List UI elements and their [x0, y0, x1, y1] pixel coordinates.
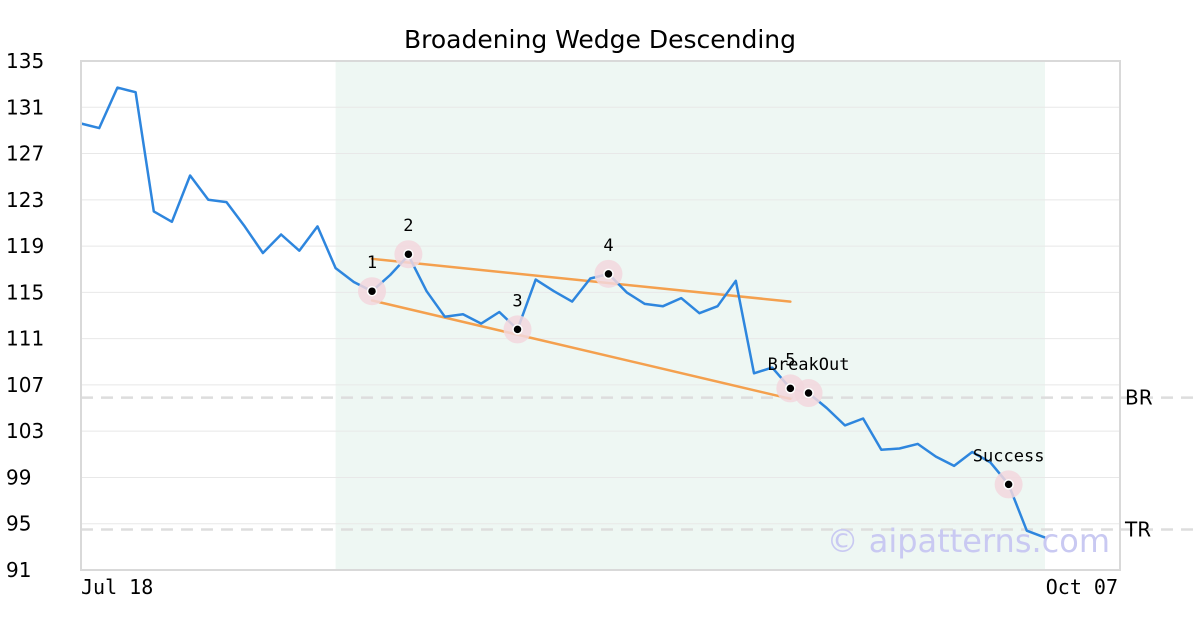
trendline-upper — [370, 257, 792, 303]
pattern-point-label: 4 — [603, 236, 613, 256]
pattern-point-label: Success — [973, 446, 1045, 466]
y-axis: 91 95 99 103 107 111 115 119 123 127 131 135 — [6, 49, 44, 582]
pattern-point — [1003, 479, 1014, 490]
price-line — [80, 86, 1046, 539]
reference-lines: BR TR — [81, 386, 1200, 542]
y-tick-label: 131 — [6, 95, 44, 119]
pattern-point-label: 1 — [367, 253, 377, 273]
y-tick-label: 119 — [6, 234, 44, 258]
pattern-point — [785, 383, 796, 394]
plot-frame — [80, 60, 1121, 571]
chart-title: Broadening Wedge Descending — [404, 25, 796, 54]
reference-label: TR — [1124, 518, 1151, 542]
pattern-point — [603, 268, 614, 280]
trendlines — [370, 257, 792, 401]
x-tick-label: Jul 18 — [81, 575, 153, 599]
y-tick-label: 127 — [6, 142, 44, 166]
y-tick-label: 99 — [6, 465, 31, 489]
x-axis: Jul 18 Oct 07 — [81, 575, 1118, 599]
y-tick-label: 91 — [6, 558, 31, 582]
pattern-point — [803, 387, 814, 399]
watermark: © aipatterns.com — [827, 522, 1110, 560]
y-tick-label: 95 — [6, 512, 31, 536]
pattern-point-label: 2 — [403, 216, 413, 236]
pattern-point — [366, 285, 378, 297]
y-tick-label: 135 — [6, 49, 44, 73]
y-tick-label: 123 — [6, 188, 44, 212]
pattern-point-label: 3 — [512, 291, 522, 311]
pattern-point — [512, 324, 523, 335]
trendline-lower — [370, 299, 792, 401]
x-tick-label: Oct 07 — [1046, 575, 1118, 599]
pattern-point-label: 5 — [785, 350, 795, 370]
highlight-region — [335, 61, 1046, 570]
y-tick-label: 115 — [6, 280, 44, 304]
y-tick-label: 103 — [6, 419, 44, 443]
pattern-point-label: BreakOut — [768, 355, 850, 375]
reference-label: BR — [1125, 386, 1153, 410]
series — [80, 86, 1046, 539]
pattern-point — [403, 248, 414, 260]
y-tick-label: 111 — [6, 327, 44, 351]
y-tick-label: 107 — [6, 373, 44, 397]
